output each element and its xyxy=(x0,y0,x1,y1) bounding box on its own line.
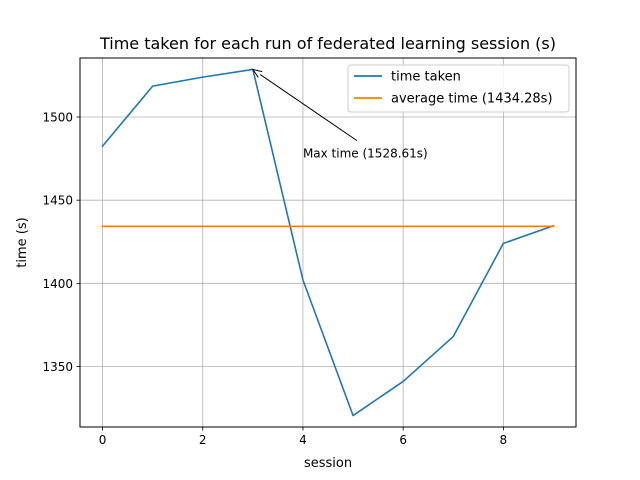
legend-box xyxy=(347,64,570,113)
y-tick-label: 1400 xyxy=(42,277,73,291)
x-tick-label: 6 xyxy=(399,433,407,447)
y-tick-label: 1450 xyxy=(42,194,73,208)
y-axis-label: time (s) xyxy=(15,217,30,267)
annotation-arrow-shaft xyxy=(259,74,358,142)
chart-title: Time taken for each run of federated lea… xyxy=(99,34,556,53)
annotation-label: Max time (1528.61s) xyxy=(303,147,428,161)
x-tick-label: 8 xyxy=(500,433,508,447)
grid xyxy=(80,58,576,427)
series-line-0 xyxy=(101,68,555,417)
legend-label-0: time taken xyxy=(391,70,461,85)
legend-label-1: average time (1434.28s) xyxy=(391,92,553,107)
x-tick-label: 4 xyxy=(299,433,307,447)
x-tick-label: 2 xyxy=(199,433,207,447)
y-tick-label: 1500 xyxy=(42,111,73,125)
series-layer xyxy=(101,68,555,417)
ticks: 0 2 4 6 8 1350 1400 1450 1500 xyxy=(42,111,507,447)
x-axis-label: session xyxy=(304,456,352,471)
y-tick-label: 1350 xyxy=(42,360,73,374)
x-tick-label: 0 xyxy=(99,433,107,447)
plot-frame xyxy=(79,57,577,428)
legend: time taken average time (1434.28s) xyxy=(347,64,570,113)
annotation: Max time (1528.61s) xyxy=(251,68,428,161)
annotation-arrow-head xyxy=(251,68,263,78)
